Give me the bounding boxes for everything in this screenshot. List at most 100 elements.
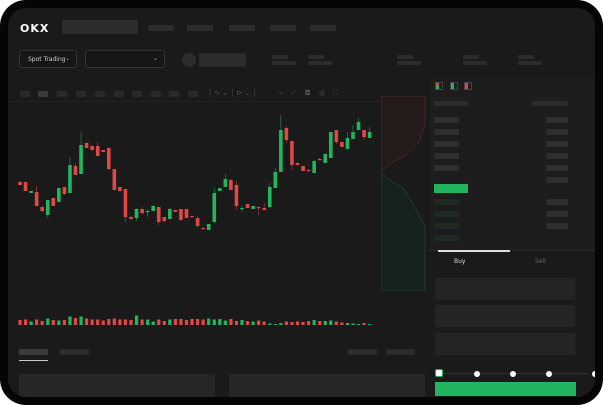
candle-body bbox=[107, 148, 111, 169]
ob-price-cell[interactable] bbox=[434, 129, 459, 135]
candle-body bbox=[118, 187, 122, 191]
volume-bar bbox=[284, 321, 288, 325]
both-sides-icon[interactable] bbox=[435, 82, 443, 90]
timeframe-button[interactable] bbox=[188, 91, 198, 97]
nav-item[interactable] bbox=[270, 25, 296, 31]
amount-input[interactable] bbox=[435, 305, 575, 327]
volume-bar bbox=[229, 319, 233, 325]
price-input[interactable] bbox=[435, 278, 575, 300]
slider-step-50[interactable] bbox=[510, 371, 516, 377]
indicator-dropdown[interactable]: ⏐ ∿ ⌄ ⏐ ⊳ ⌄ ⏐ bbox=[208, 89, 257, 97]
timeframe-button[interactable] bbox=[38, 91, 48, 97]
asks-only-icon[interactable] bbox=[464, 82, 472, 90]
candle-body bbox=[151, 206, 155, 211]
volume-bar bbox=[118, 319, 122, 325]
candle-body bbox=[367, 132, 372, 138]
total-input[interactable] bbox=[435, 333, 575, 355]
amount-slider-handle[interactable] bbox=[435, 369, 443, 377]
timeframe-button[interactable] bbox=[114, 91, 124, 97]
okx-logo[interactable]: OKX bbox=[20, 22, 50, 35]
camera-icon[interactable]: ◘ bbox=[305, 89, 311, 97]
nav-item[interactable] bbox=[229, 25, 255, 31]
candle-body bbox=[201, 228, 205, 230]
tab-active-underline bbox=[19, 360, 48, 361]
candle-body bbox=[168, 209, 172, 219]
candle-body bbox=[40, 207, 44, 211]
settings-icon[interactable]: ◎ bbox=[319, 89, 326, 97]
candle-body bbox=[229, 180, 233, 190]
timeframe-button[interactable] bbox=[95, 91, 105, 97]
candle-body bbox=[362, 130, 366, 137]
ob-price-cell[interactable] bbox=[434, 117, 459, 123]
timeframe-button[interactable] bbox=[20, 91, 30, 97]
ruler-icon[interactable]: ⟋ bbox=[291, 89, 296, 97]
tab-open-orders[interactable] bbox=[19, 349, 48, 355]
volume-bar bbox=[223, 320, 227, 325]
ob-amount-cell bbox=[546, 199, 568, 205]
ob-header-amount bbox=[532, 101, 568, 106]
timeframe-button[interactable] bbox=[151, 91, 161, 97]
line-icon[interactable]: ∼ bbox=[278, 89, 284, 97]
ob-price-cell[interactable] bbox=[434, 211, 459, 217]
candle-body bbox=[57, 188, 61, 202]
timeframe-button[interactable] bbox=[57, 91, 67, 97]
ob-price-cell[interactable] bbox=[434, 235, 459, 241]
ob-price-cell[interactable] bbox=[434, 199, 459, 205]
timeframe-button[interactable] bbox=[132, 91, 142, 97]
slider-step-75[interactable] bbox=[546, 371, 552, 377]
filter-button[interactable] bbox=[348, 349, 377, 355]
slider-step-25[interactable] bbox=[474, 371, 480, 377]
candle-body bbox=[23, 182, 28, 191]
candle-body bbox=[262, 208, 266, 210]
candle-body bbox=[218, 188, 222, 191]
nav-item[interactable] bbox=[148, 25, 174, 31]
depth-chart bbox=[381, 96, 426, 291]
volume-bar bbox=[345, 323, 350, 325]
ob-amount-cell bbox=[546, 211, 568, 217]
candle-body bbox=[123, 189, 128, 217]
volume-bar bbox=[290, 322, 294, 325]
nav-item[interactable] bbox=[187, 25, 213, 31]
fullscreen-icon[interactable]: ⛶ bbox=[333, 89, 338, 97]
candle-body bbox=[156, 207, 161, 222]
bottom-panel-left bbox=[19, 374, 215, 397]
ob-price-cell[interactable] bbox=[434, 141, 459, 147]
volume-bar bbox=[190, 319, 194, 325]
candle-body bbox=[290, 141, 294, 165]
ob-price-cell[interactable] bbox=[434, 153, 459, 159]
tab-order-history[interactable] bbox=[60, 349, 89, 355]
volume-bar bbox=[101, 320, 105, 325]
volume-bar bbox=[334, 321, 338, 325]
candle-body bbox=[301, 166, 305, 171]
tab-buy[interactable]: Buy bbox=[454, 258, 466, 265]
slider-step-100[interactable] bbox=[592, 371, 595, 377]
candlestick-chart[interactable] bbox=[8, 8, 438, 338]
volume-bar bbox=[73, 318, 78, 325]
timeframe-button[interactable] bbox=[169, 91, 179, 97]
volume-bar bbox=[123, 319, 128, 325]
volume-bar bbox=[201, 319, 205, 325]
volume-bar bbox=[68, 316, 72, 325]
candle-body bbox=[134, 209, 139, 218]
volume-bar bbox=[196, 319, 200, 325]
ob-amount-cell bbox=[546, 223, 568, 229]
candle-body bbox=[251, 206, 255, 209]
buy-submit-button[interactable] bbox=[435, 382, 576, 396]
pair-select[interactable]: ⌄ bbox=[85, 50, 165, 68]
tab-sell[interactable]: Sell bbox=[535, 258, 546, 265]
market-select[interactable]: Spot Trading ⌄ bbox=[19, 50, 77, 68]
timeframe-button[interactable] bbox=[76, 91, 86, 97]
ob-price-cell[interactable] bbox=[434, 223, 459, 229]
volume-bar bbox=[212, 319, 216, 325]
nav-item[interactable] bbox=[310, 25, 336, 31]
bids-only-icon[interactable] bbox=[450, 82, 458, 90]
search-bar[interactable] bbox=[62, 20, 138, 34]
volume-bar bbox=[323, 321, 327, 325]
ob-price-cell[interactable] bbox=[434, 165, 459, 171]
candle-body bbox=[73, 166, 78, 175]
filter-button[interactable] bbox=[386, 349, 415, 355]
candle-body bbox=[240, 208, 244, 210]
stat-label bbox=[397, 55, 413, 59]
volume-bar bbox=[257, 320, 261, 325]
candle-body bbox=[18, 182, 22, 185]
